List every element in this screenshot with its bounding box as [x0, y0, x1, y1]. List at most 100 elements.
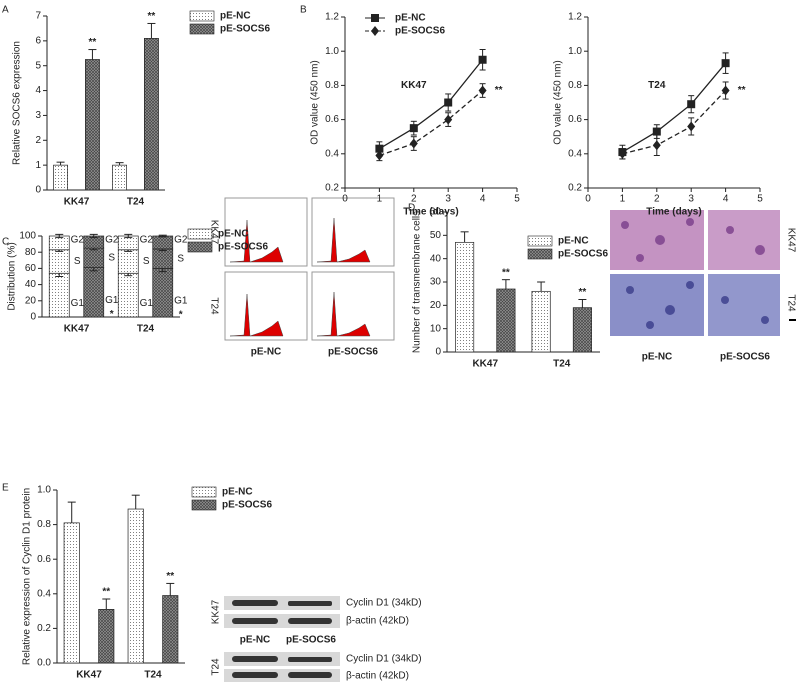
y-tick-label: 0.4 [568, 148, 582, 159]
bar [98, 609, 115, 664]
legend-swatch [191, 499, 217, 511]
row-label: KK47 [211, 599, 222, 624]
point [721, 59, 730, 68]
x-tick-label: 5 [514, 194, 520, 205]
bar-segment [152, 268, 174, 318]
panel-letter: A [2, 5, 9, 16]
point [721, 85, 730, 96]
legend-label: pE-NC [222, 487, 253, 498]
column-label: pE-SOCS6 [720, 352, 770, 363]
y-tick-label: 50 [430, 230, 442, 241]
y-tick-label: 1.2 [568, 12, 582, 23]
segment-label: S [177, 253, 184, 264]
x-tick-label: 3 [688, 194, 694, 205]
lane-label: pE-SOCS6 [286, 635, 336, 646]
significance: ** [502, 267, 510, 278]
y-tick-label: 1 [35, 160, 41, 171]
significance: ** [148, 11, 156, 22]
row-label: KK47 [208, 220, 219, 245]
row-label: KK47 [785, 228, 796, 253]
x-tick-label: 2 [411, 194, 417, 205]
bar [127, 508, 144, 664]
band-label: β-actin (42kD) [346, 671, 409, 682]
x-tick-label: KK47 [64, 197, 90, 208]
x-tick-label: 4 [723, 194, 729, 205]
bar [162, 595, 179, 664]
x-tick-label: 5 [757, 194, 763, 205]
x-axis-label: Time (days) [646, 207, 701, 218]
legend-label: pE-SOCS6 [558, 249, 608, 260]
x-tick-label: 2 [654, 194, 660, 205]
y-tick-label: 60 [430, 207, 442, 218]
x-tick-label: KK47 [76, 670, 102, 681]
y-tick-label: 1.0 [37, 485, 51, 496]
y-tick-label: 0.2 [37, 623, 51, 634]
column-label: pE-NC [642, 352, 673, 363]
panel-letter: C [2, 237, 9, 248]
y-tick-label: 0.4 [37, 588, 51, 599]
y-axis-label: Relative SOCS6 expression [12, 41, 23, 165]
series-line [379, 90, 484, 157]
significance: * [110, 309, 114, 320]
y-tick-label: 3 [35, 110, 41, 121]
y-tick-label: 0.6 [325, 114, 339, 125]
flow-histograms [224, 197, 395, 341]
y-tick-label: 0 [435, 347, 441, 358]
images [224, 197, 796, 682]
x-tick-label: 4 [480, 194, 486, 205]
bar [53, 164, 69, 191]
significance: ** [89, 37, 97, 48]
x-tick-label: T24 [127, 197, 145, 208]
row-label: T24 [211, 658, 222, 676]
bar-segment [48, 272, 70, 318]
point [444, 114, 453, 125]
significance: ** [102, 587, 110, 598]
y-tick-label: 0.4 [325, 148, 339, 159]
legend-swatch [189, 10, 215, 22]
y-tick-label: 10 [430, 323, 442, 334]
bar [496, 288, 516, 353]
bar [63, 522, 80, 664]
y-tick-label: 20 [25, 295, 37, 306]
bar [531, 290, 551, 353]
series-line [622, 90, 727, 155]
point [478, 55, 487, 64]
panel-letter: D [408, 203, 415, 214]
point [375, 150, 384, 161]
y-tick-label: 5 [35, 60, 41, 71]
segment-label: G1 [174, 295, 188, 306]
transwell-photos [610, 210, 796, 336]
y-tick-label: 1.0 [325, 46, 339, 57]
x-tick-label: 0 [342, 194, 348, 205]
x-tick-label: 1 [620, 194, 626, 205]
significance: ** [495, 85, 503, 96]
y-tick-label: 30 [430, 277, 442, 288]
column-label: pE-SOCS6 [328, 347, 378, 358]
panel-letter: B [300, 5, 307, 16]
x-tick-label: 1 [377, 194, 383, 205]
point [478, 85, 487, 96]
legend-label: pE-SOCS6 [218, 242, 268, 253]
x-tick-label: T24 [553, 359, 571, 370]
y-tick-label: 0.0 [37, 658, 51, 669]
bar [455, 241, 475, 353]
bar-segment [83, 267, 105, 318]
band-label: β-actin (42kD) [346, 616, 409, 627]
x-tick-label: 0 [585, 194, 591, 205]
y-tick-label: 0.8 [325, 80, 339, 91]
x-axis-label: Time (days) [403, 207, 458, 218]
y-axis-label: OD value (450 nm) [310, 60, 321, 144]
bar-segment [152, 235, 174, 250]
x-tick-label: 3 [445, 194, 451, 205]
bar-segment [117, 272, 139, 318]
segment-label: S [74, 256, 81, 267]
segment-label: S [143, 256, 150, 267]
segment-label: G1 [105, 295, 119, 306]
y-tick-label: 0.8 [568, 80, 582, 91]
x-tick-label: KK47 [64, 324, 90, 335]
y-tick-label: 40 [25, 279, 37, 290]
segment-label: G2 [140, 235, 154, 246]
legend-marker [371, 14, 379, 22]
legend-swatch [189, 23, 215, 35]
legend-swatch [187, 228, 213, 240]
